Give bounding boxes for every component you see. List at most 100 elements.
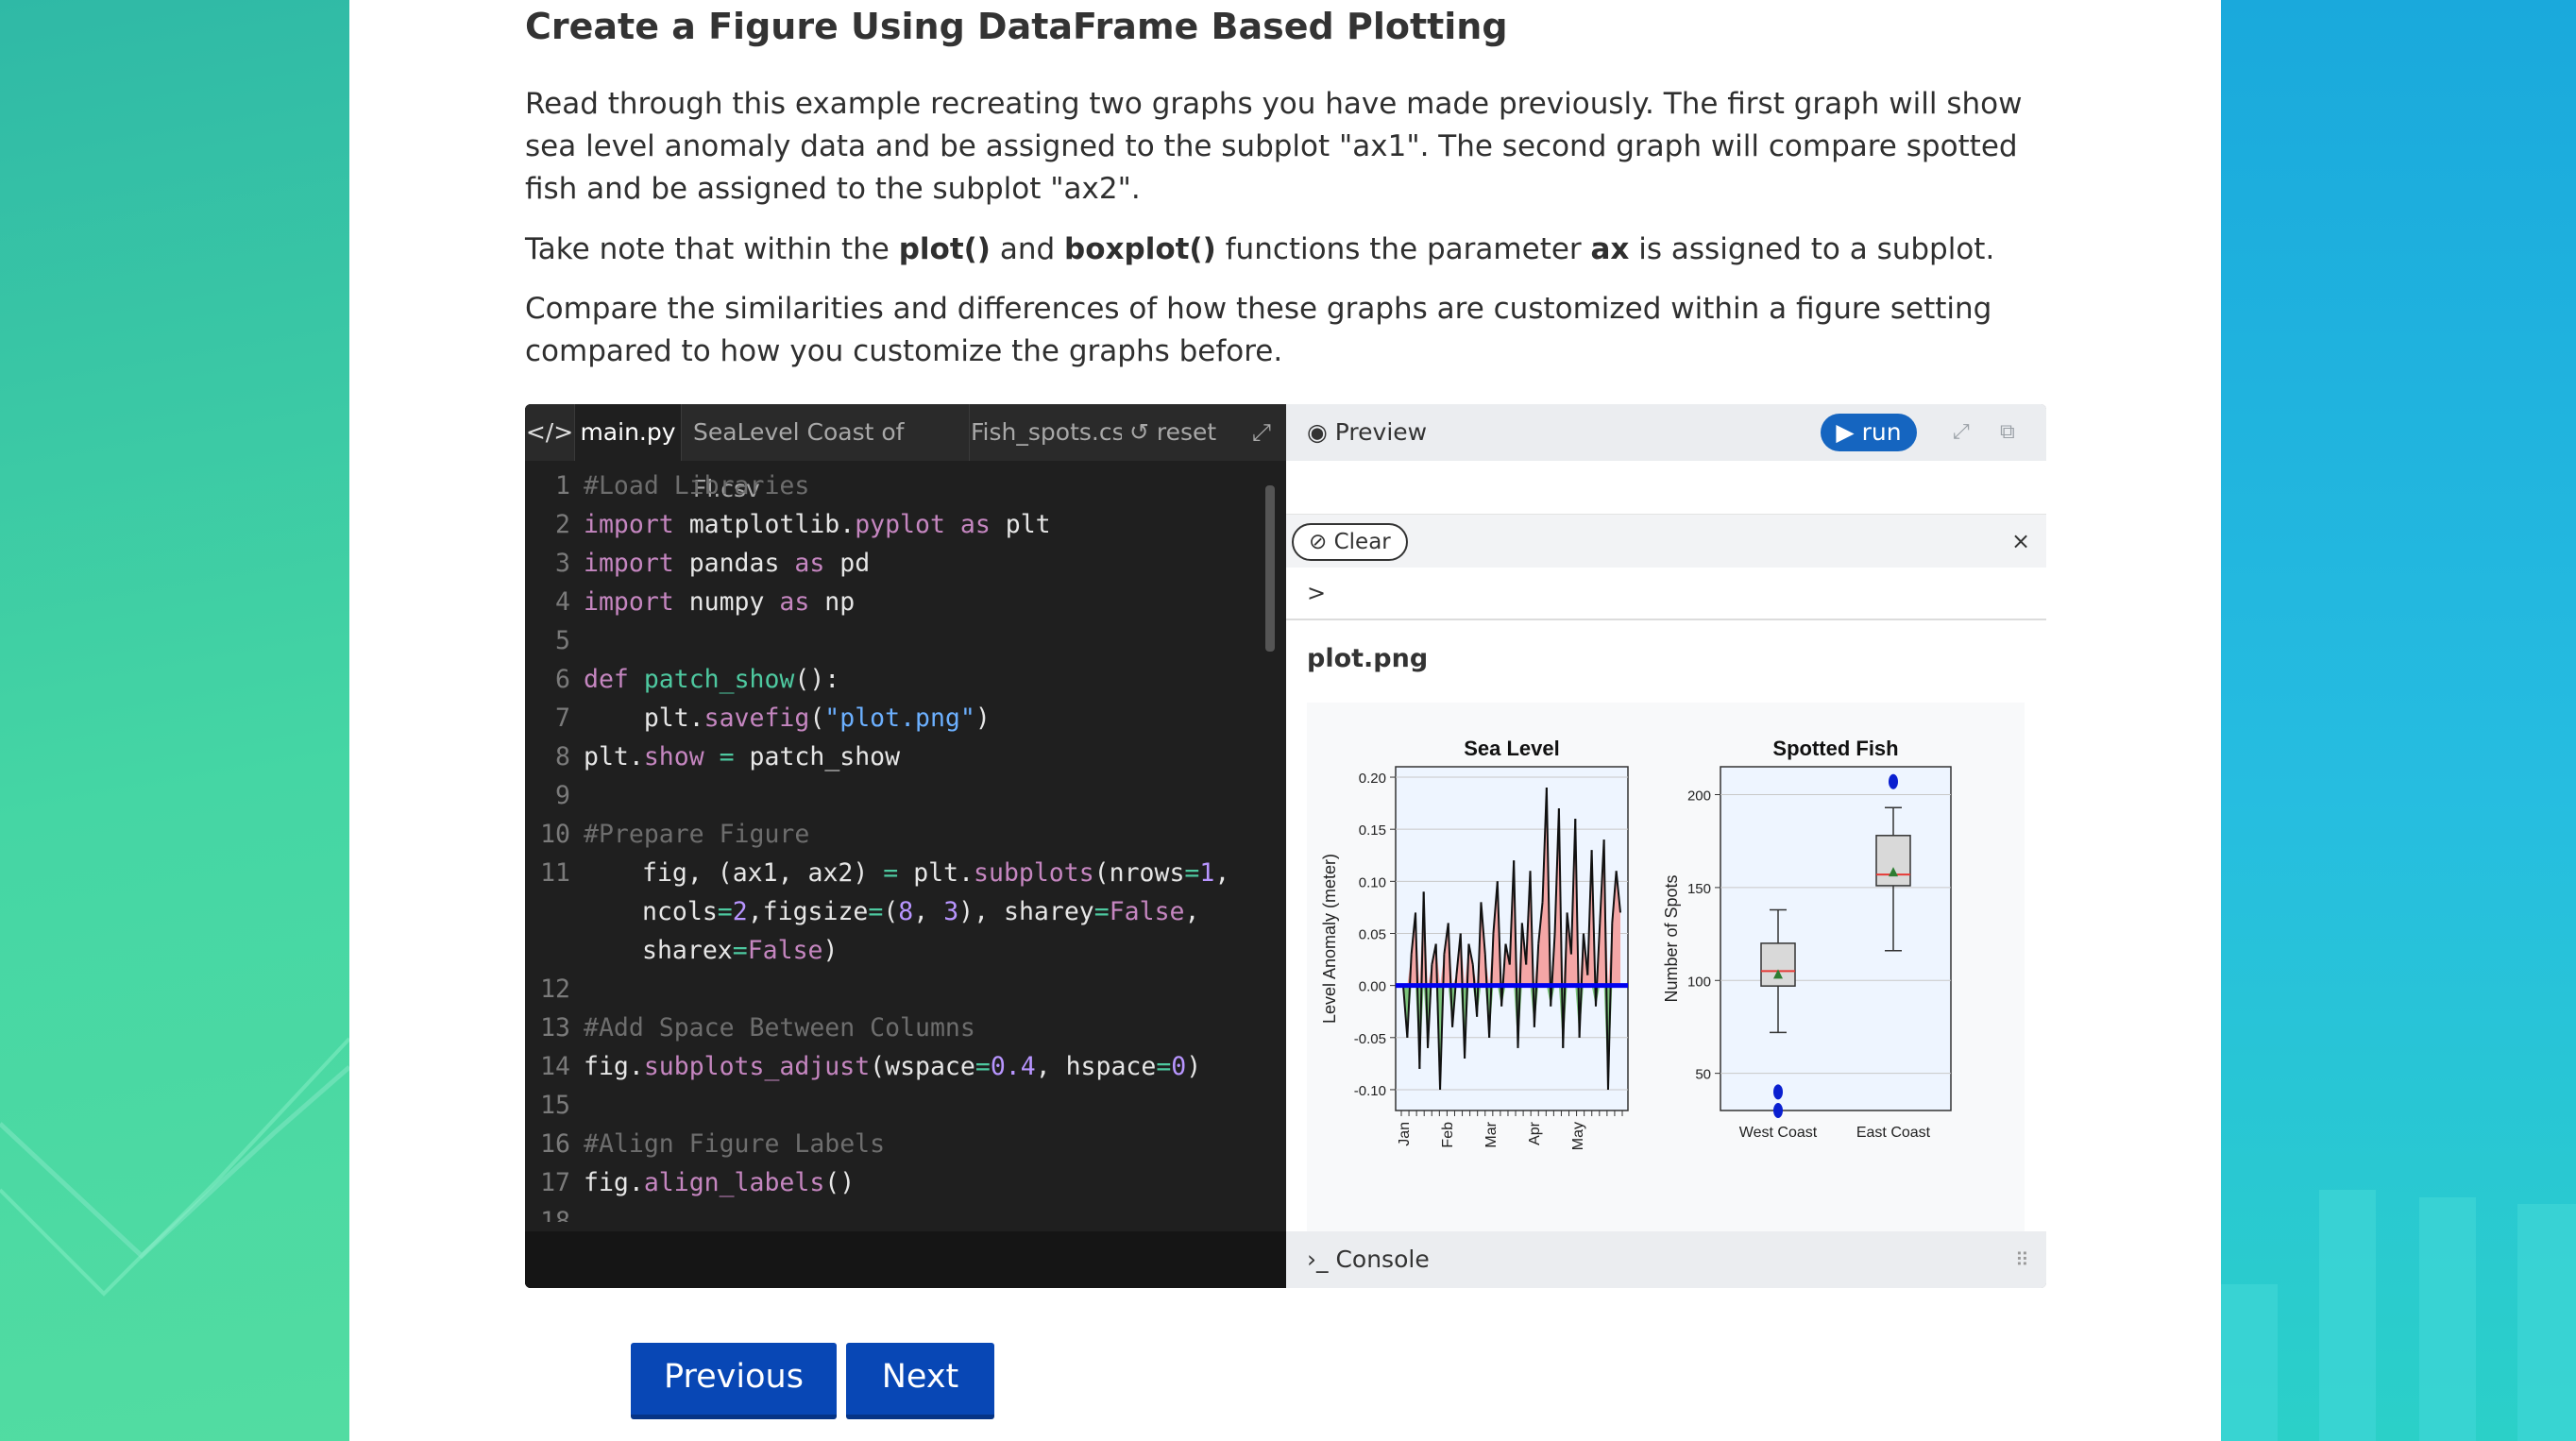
sea-level-ytick-label: -0.10 [1354, 1083, 1386, 1099]
tab-sealevel-csv[interactable]: SeaLevel Coast of Fl.csv [682, 404, 970, 502]
sea-level-line-segment [1594, 923, 1602, 1007]
line-number: 16 [540, 1129, 570, 1159]
sea-level-line-segment [1513, 860, 1519, 1048]
sea-level-line-segment [1483, 954, 1491, 1038]
sea-level-line-segment [1476, 902, 1483, 1017]
sea-level-line-segment [1569, 819, 1577, 955]
code-line: 12 [525, 970, 1271, 1009]
boxplot-function-name: boxplot() [1064, 232, 1216, 266]
sea-level-line-segment [1537, 902, 1544, 944]
sea-level-line-segment [1545, 788, 1552, 1007]
sea-level-line-segment [1508, 860, 1516, 965]
plot-function-name: plot() [898, 232, 991, 266]
prompt-icon: > [1307, 580, 1327, 606]
console-tab[interactable]: ›_ Console [1307, 1231, 1430, 1288]
run-button[interactable]: ▶ run [1821, 414, 1917, 451]
spotted-fish-category-label: West Coast [1739, 1125, 1818, 1141]
code-line: 8 plt.show = patch_show [525, 737, 1271, 776]
line-number: 5 [555, 626, 570, 655]
figure-svg: 0.20 0.15 0.10 0.05 0.00 -0.05 -0.10 Jan Feb Mar A… [1320, 737, 1952, 1150]
sea-level-ytick-label: 0.00 [1359, 979, 1386, 995]
clear-button[interactable]: ⊘ Clear [1292, 523, 1408, 561]
note-text: is assigned to a subplot. [1629, 232, 1995, 266]
sea-level-line-segment [1434, 943, 1442, 1090]
reset-icon: ↺ [1129, 418, 1149, 446]
previous-button[interactable]: Previous [631, 1343, 837, 1419]
resize-handle-icon[interactable]: ⠿ [2015, 1248, 2029, 1271]
run-label: run [1861, 418, 1902, 446]
line-number: 18 [540, 1207, 570, 1222]
tab-main-py[interactable]: main.py [574, 404, 682, 461]
console-prompt-row[interactable]: > [1286, 568, 2046, 620]
code-pane: </> main.py SeaLevel Coast of Fl.csv Fis… [525, 404, 1286, 1288]
tab-fish-spots-csv[interactable]: Fish_spots.csv [971, 418, 1122, 446]
sea-level-line-segment [1525, 871, 1532, 965]
line-number: 15 [540, 1091, 570, 1120]
intro-paragraph: Read through this example recreating two… [525, 87, 2023, 206]
sea-level-line-segment [1590, 850, 1597, 1007]
note-text: Take note that within the [525, 232, 899, 266]
outlier-point [1773, 1084, 1783, 1100]
code-scrollbar[interactable] [1265, 485, 1275, 652]
sea-level-negative-fill [1403, 985, 1620, 1090]
line-number: 13 [540, 1013, 570, 1043]
code-line: 17 fig.align_labels() [525, 1163, 1271, 1202]
popout-icon[interactable]: ⧉ [2000, 420, 2015, 444]
sea-level-line-segment [1553, 808, 1560, 934]
outlier-point [1889, 773, 1898, 789]
play-icon: ▶ [1836, 418, 1855, 446]
terminal-icon: ›_ [1307, 1246, 1329, 1273]
console-label: Console [1335, 1246, 1430, 1273]
decorative-lines [0, 1037, 349, 1297]
spotted-fish-ytick-label: 150 [1687, 881, 1711, 897]
expand-icon[interactable]: ⤢ [1251, 418, 1271, 446]
code-line: 9 [525, 776, 1271, 815]
expand-icon[interactable]: ⤢ [1953, 420, 1970, 444]
sea-level-xtick-label: Apr [1527, 1121, 1543, 1145]
next-button[interactable]: Next [846, 1343, 994, 1419]
note-paragraph: Take note that within the plot() and box… [525, 229, 2026, 271]
code-line: 2 import matplotlib.pyplot as plt [525, 505, 1271, 544]
code-line: 3 import pandas as pd [525, 544, 1271, 583]
reset-label: reset [1156, 418, 1217, 446]
compare-paragraph: Compare the similarities and differences… [525, 292, 1992, 368]
console-bar: ›_ Console ⠿ [1286, 1231, 2046, 1288]
sea-level-line-segment [1520, 923, 1528, 965]
line-number: 8 [555, 742, 570, 771]
code-line: 5 [525, 621, 1271, 660]
globe-icon: ◉ [1307, 418, 1328, 446]
sea-level-line-segment [1586, 850, 1593, 975]
sea-level-line-segment [1480, 902, 1486, 955]
code-line: 14 fig.subplots_adjust(wspace=0.4, hspace… [525, 1047, 1271, 1086]
code-line: 10 #Prepare Figure [525, 815, 1271, 854]
sea-level-line-segment [1402, 985, 1409, 1038]
ax-parameter-name: ax [1590, 232, 1630, 266]
code-icon[interactable]: </> [525, 418, 574, 446]
sea-level-line-segment [1529, 871, 1535, 1027]
box-body [1875, 835, 1911, 887]
code-line: 18 [525, 1202, 1271, 1222]
close-icon[interactable]: × [2011, 528, 2031, 554]
sea-level-line-segment [1562, 912, 1568, 1048]
sea-level-xtick-label: Feb [1440, 1122, 1456, 1148]
clear-label: Clear [1333, 530, 1391, 554]
sea-level-line-segment [1464, 943, 1470, 1059]
sea-level-ytick-label: 0.05 [1359, 926, 1386, 942]
console-toolbar: ⊘ Clear × [1286, 515, 2046, 568]
sea-level-line-segment [1406, 954, 1413, 1038]
sea-level-line-segment [1427, 964, 1433, 1048]
line-number: 4 [555, 587, 570, 617]
sea-level-line-segment [1471, 964, 1479, 1017]
sea-level-line-segment [1606, 923, 1614, 1090]
preview-tab[interactable]: ◉ Preview [1307, 404, 1427, 461]
code-area[interactable]: 1 #Load Libraries 2 import matplotlib.pypl… [525, 466, 1271, 1222]
page-title: Create a Figure Using DataFrame Based Pl… [525, 6, 1508, 47]
sea-level-line-segment [1439, 954, 1446, 1090]
spotted-fish-title: Spotted Fish [1772, 737, 1898, 760]
sea-level-title: Sea Level [1464, 737, 1560, 760]
reset-button[interactable]: ↺ reset [1129, 404, 1233, 461]
line-number: 1 [555, 471, 570, 500]
sea-level-line-segment [1602, 839, 1609, 1090]
preview-pane: ◉ Preview ▶ run ⤢ ⧉ ⊘ Clear × > plot.png… [1286, 404, 2046, 1288]
sea-level-line-segment [1467, 943, 1474, 965]
